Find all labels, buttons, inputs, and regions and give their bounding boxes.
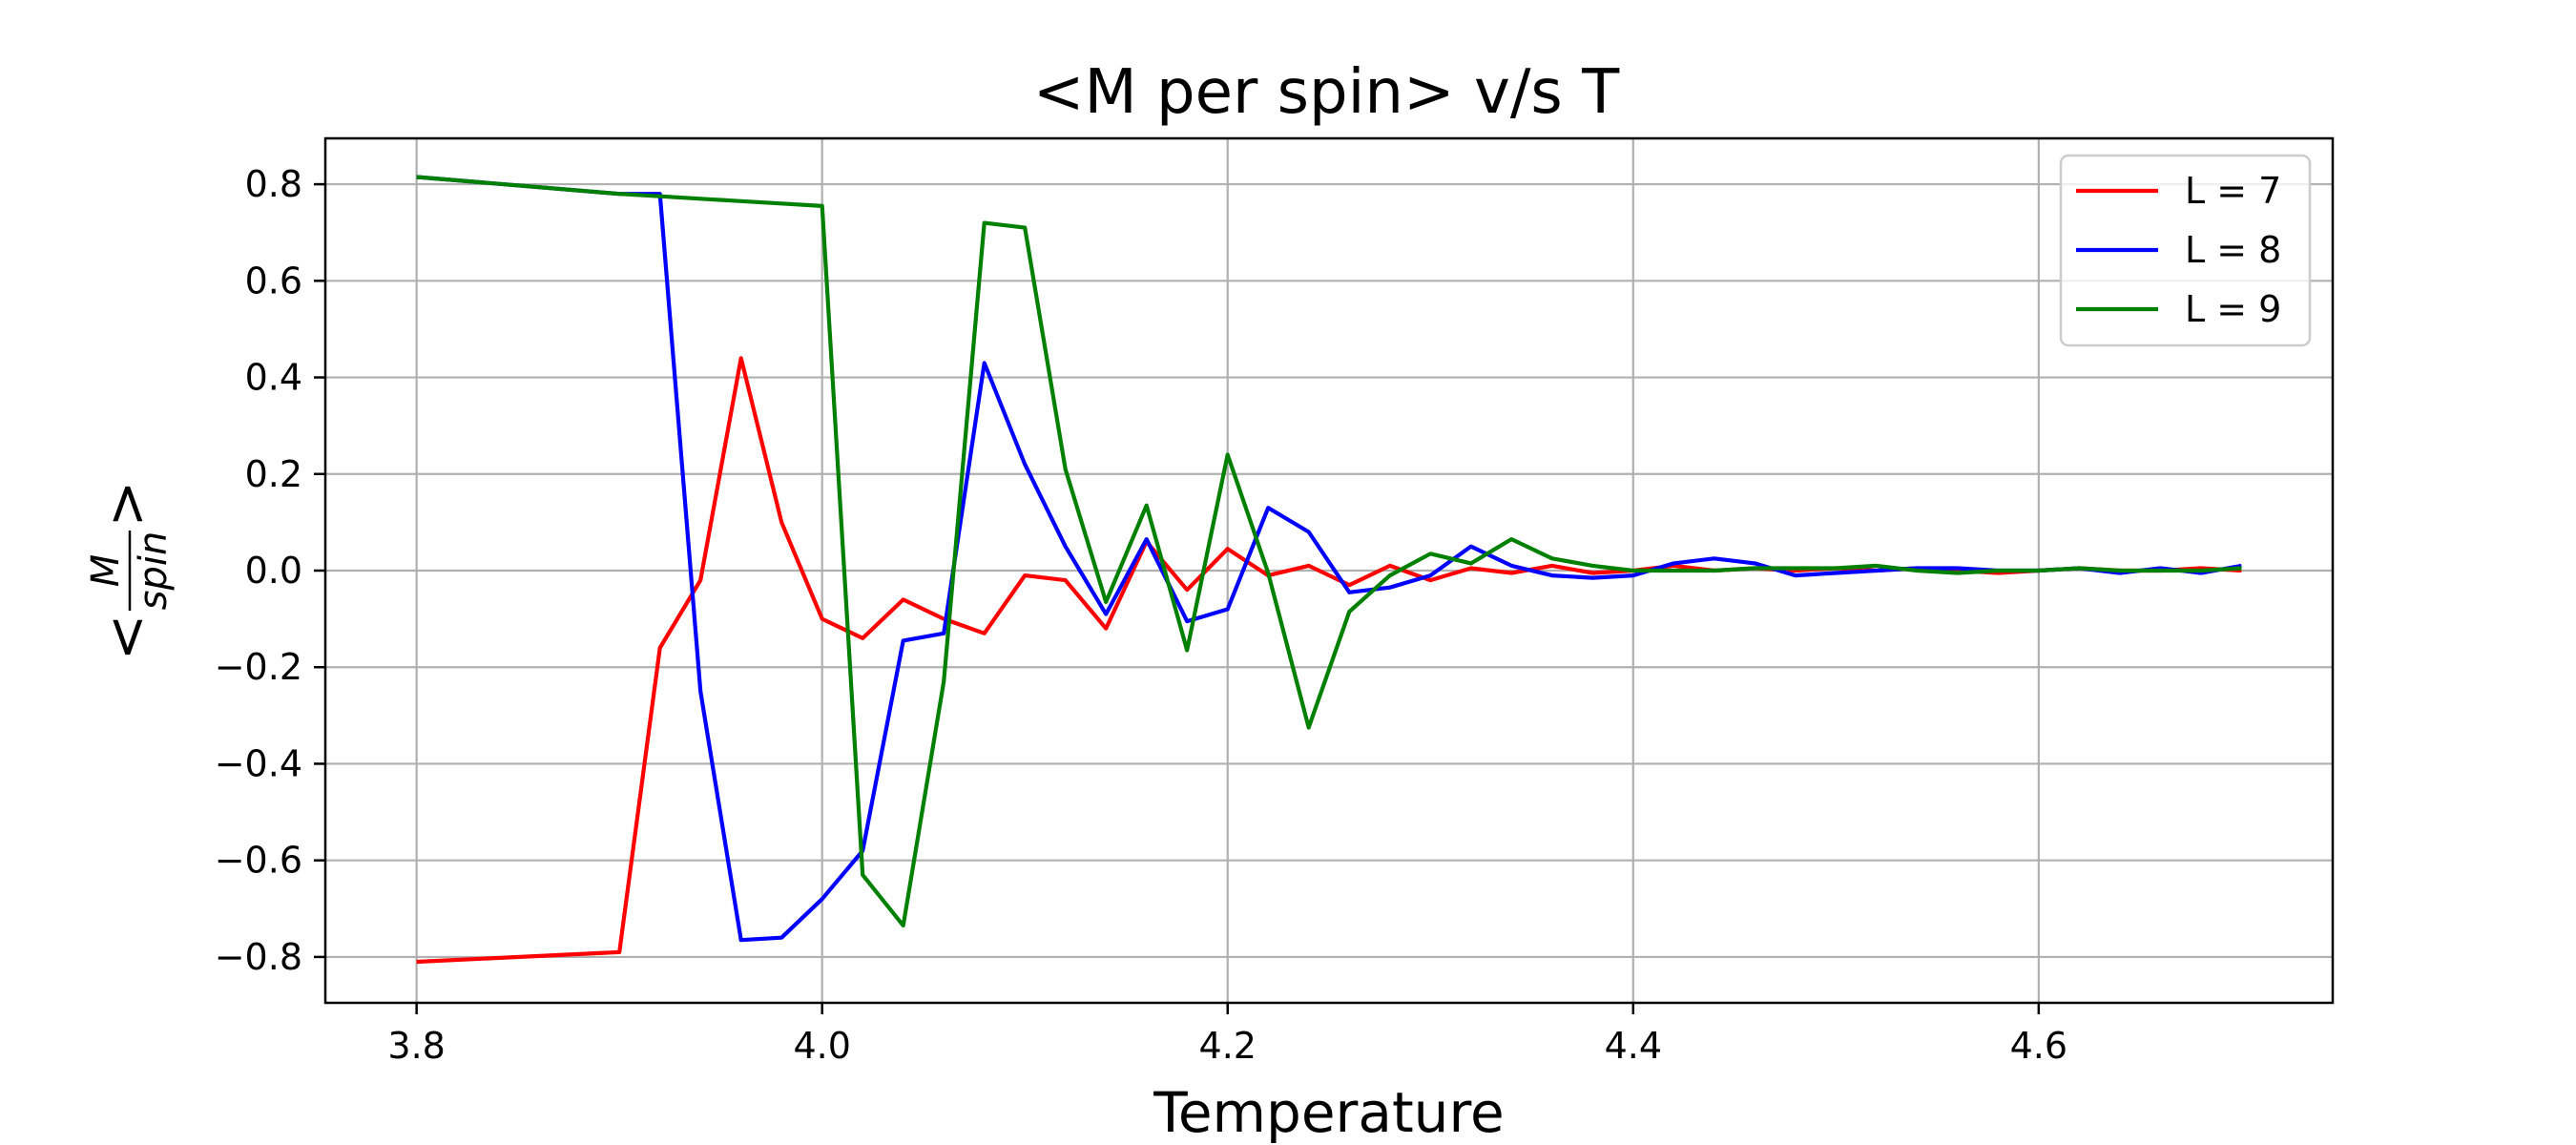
legend: L = 7 L = 8 L = 9 xyxy=(2059,154,2312,347)
legend-label: L = 9 xyxy=(2185,288,2281,330)
y-axis-label-denominator: spin xyxy=(132,531,176,611)
x-tick-label: 4.2 xyxy=(1199,1025,1257,1067)
series-line-9 xyxy=(416,175,2242,928)
y-axis-label-close-bracket: > xyxy=(93,481,158,528)
y-axis-label-numerator: M xyxy=(84,554,128,588)
y-tick-label: 0.0 xyxy=(245,550,302,592)
y-tick-label: −0.4 xyxy=(215,742,302,784)
chart-title: <M per spin> v/s T xyxy=(1033,57,1620,128)
x-tick-label: 4.0 xyxy=(793,1025,850,1067)
y-tick-label: −0.6 xyxy=(215,840,302,882)
y-axis-ticks: 0.8 0.6 0.4 0.2 0.0 −0.2 −0.4 −0.6 −0.8 xyxy=(215,163,325,978)
legend-label: L = 7 xyxy=(2185,170,2281,212)
x-tick-label: 4.4 xyxy=(1605,1025,1662,1067)
x-axis-label: Temperature xyxy=(1153,1080,1504,1145)
x-tick-label: 4.6 xyxy=(2010,1025,2067,1067)
y-tick-label: 0.6 xyxy=(245,260,302,302)
x-tick-label: 3.8 xyxy=(387,1025,445,1067)
legend-box xyxy=(2059,154,2312,347)
series-line-8 xyxy=(416,175,2242,943)
y-tick-label: 0.2 xyxy=(245,453,302,495)
legend-label: L = 8 xyxy=(2185,229,2281,271)
y-tick-label: −0.8 xyxy=(215,936,302,978)
y-tick-label: 0.4 xyxy=(245,357,302,399)
series-lines xyxy=(416,175,2242,965)
x-axis-ticks: 3.8 4.0 4.2 4.4 4.6 xyxy=(387,1003,2067,1067)
y-tick-label: −0.2 xyxy=(215,646,302,688)
y-axis-label-open-bracket: < xyxy=(93,614,158,661)
y-axis-label: < M spin > xyxy=(84,481,176,661)
y-tick-label: 0.8 xyxy=(245,163,302,205)
